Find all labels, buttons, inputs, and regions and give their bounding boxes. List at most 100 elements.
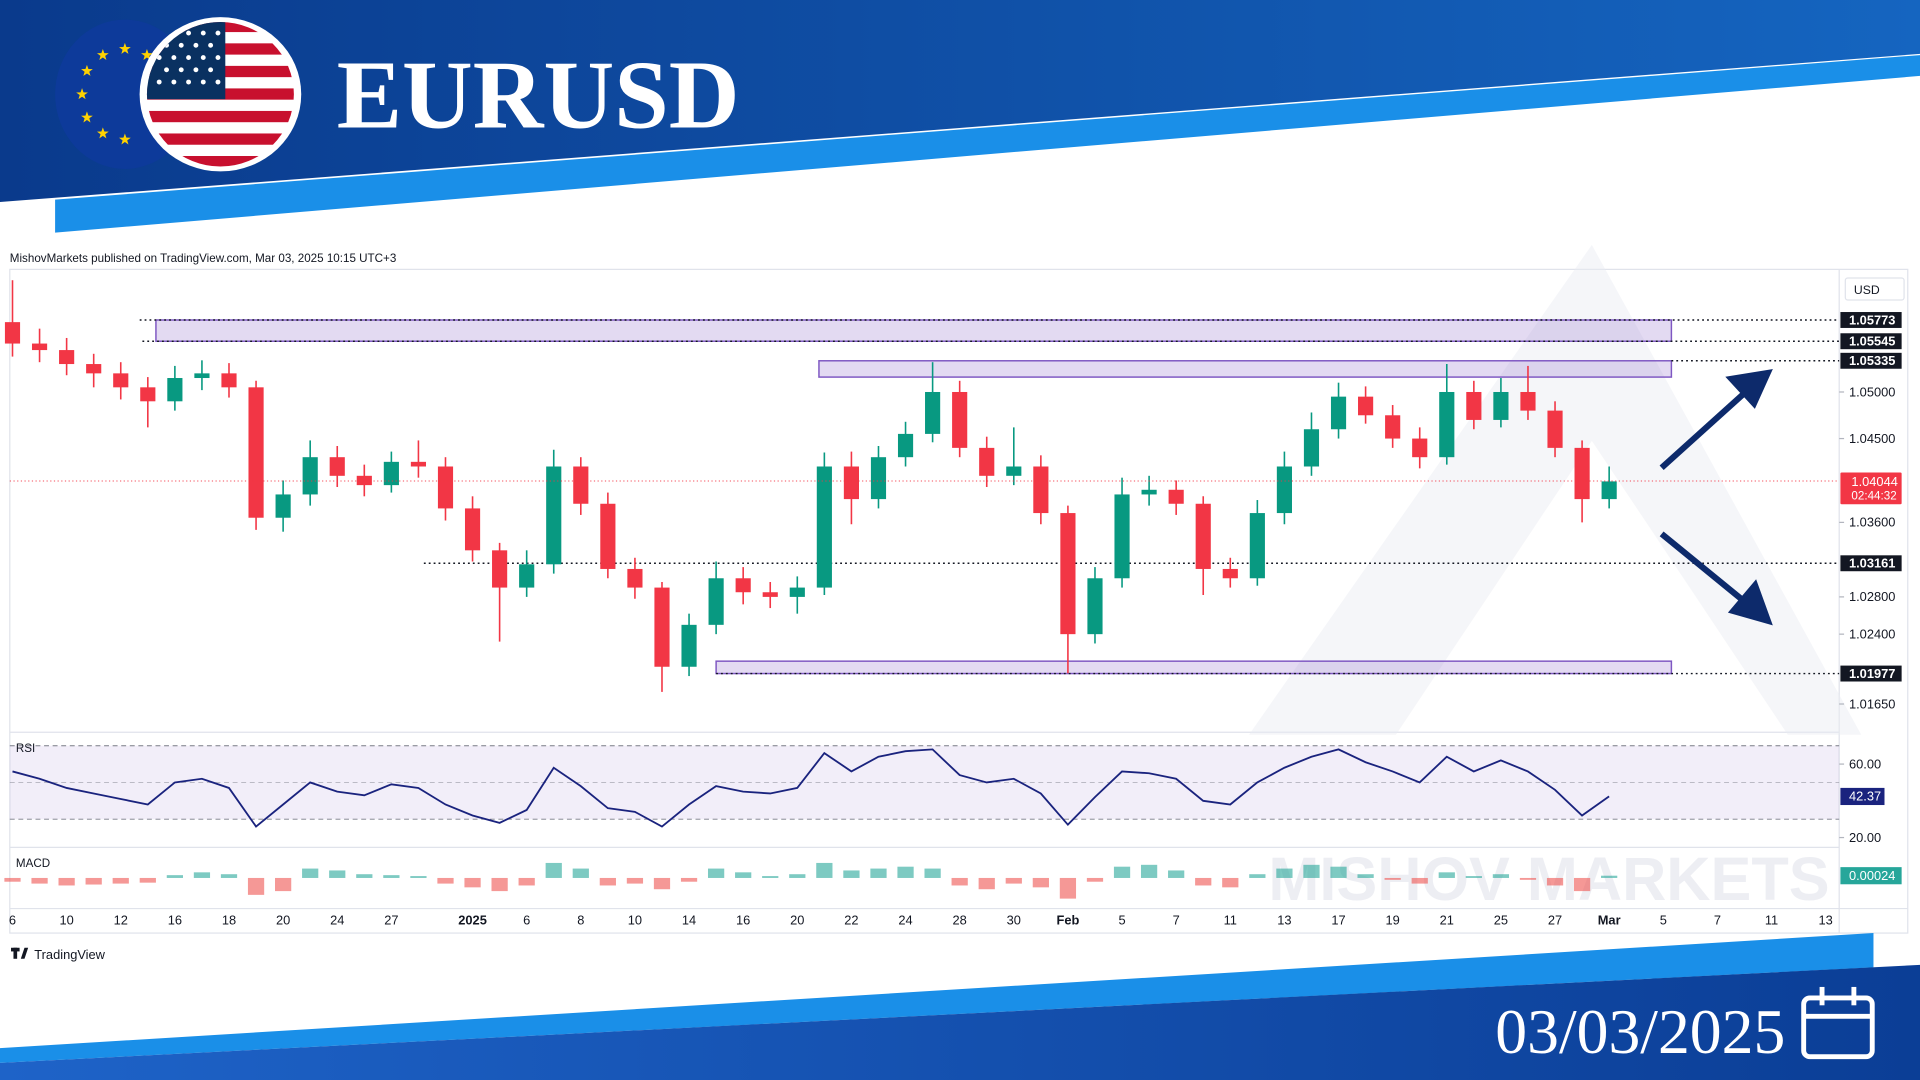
rsi-tick-label: 60.00 — [1849, 756, 1881, 771]
macd-bar — [383, 875, 400, 878]
candle-body — [140, 387, 156, 402]
x-tick-label: 24 — [898, 912, 912, 927]
candle-body — [627, 568, 643, 588]
calendar-icon — [1801, 986, 1875, 1060]
candle-body — [1249, 513, 1265, 579]
countdown: 02:44:32 — [1851, 489, 1896, 502]
x-tick-label: 13 — [1277, 912, 1291, 927]
candle-body — [275, 494, 291, 518]
footer-brand: TradingView — [34, 947, 105, 962]
x-tick-label: 27 — [384, 912, 398, 927]
macd-bar — [1195, 877, 1212, 886]
candle-body — [708, 578, 724, 625]
candle-body — [1195, 503, 1211, 569]
candle-body — [735, 578, 751, 593]
candle-body — [897, 433, 914, 458]
macd-bar — [31, 877, 48, 884]
candle-body — [383, 461, 399, 486]
x-tick-label: 21 — [1440, 912, 1454, 927]
level-label: 1.05773 — [1849, 312, 1895, 327]
macd-bar — [220, 874, 238, 878]
macd-bar — [329, 870, 346, 878]
attribution: MishovMarkets published on TradingView.c… — [10, 252, 397, 265]
candle-body — [546, 466, 562, 565]
x-tick-label: Mar — [1598, 912, 1621, 927]
page-title: EURUSD — [337, 41, 740, 149]
level-label-box — [1840, 312, 1902, 328]
candle-body — [1114, 494, 1130, 579]
candle-body — [113, 373, 129, 388]
x-tick-label: 27 — [1548, 912, 1562, 927]
candle-body — [1141, 489, 1157, 495]
macd-bar — [1384, 877, 1401, 880]
candle-body — [1358, 396, 1374, 416]
current-price: 1.04044 — [1851, 474, 1897, 489]
candle-body — [31, 343, 48, 351]
macd-bar — [1140, 864, 1158, 878]
candle-body — [1303, 429, 1320, 467]
macd-bar — [1573, 877, 1591, 892]
macd-bar — [545, 862, 562, 878]
x-tick-label: 11 — [1224, 912, 1237, 927]
macd-bar — [112, 877, 129, 884]
arrow-up-head — [1725, 369, 1773, 409]
candle-body — [654, 587, 670, 667]
flags — [55, 17, 302, 172]
macd-bar — [978, 877, 995, 890]
level-label: 1.01977 — [1849, 666, 1895, 681]
x-tick-label: 7 — [1173, 912, 1180, 927]
candle-body — [789, 587, 805, 597]
x-tick-label: 24 — [330, 912, 344, 927]
candle-body — [302, 457, 318, 495]
macd-bar — [1357, 874, 1374, 878]
macd-bar — [437, 877, 454, 884]
macd-bar — [302, 868, 319, 878]
candle-body — [167, 378, 183, 402]
macd-bar — [1005, 877, 1022, 884]
x-tick-label: 5 — [1660, 912, 1667, 927]
candle-body — [1385, 415, 1401, 439]
y-tick-label: 1.03600 — [1849, 515, 1895, 530]
macd-bar — [410, 876, 427, 878]
level-label-box — [1840, 665, 1902, 682]
currency-box — [1844, 277, 1905, 301]
macd-bar — [1492, 874, 1510, 878]
rsi-value-box — [1840, 787, 1885, 806]
bottom-stripe — [0, 933, 1874, 1063]
candle-body — [1087, 578, 1103, 635]
candle-body — [519, 564, 535, 588]
macd-bar — [951, 877, 968, 886]
candle-body — [1601, 481, 1617, 500]
macd-bar — [464, 877, 481, 888]
candle-body — [1276, 466, 1292, 514]
candle-body — [681, 624, 697, 667]
plot: 6 10 12 16 18 20 24 27 2025 6 8 10 14 16 20 22 24 28 30 Feb… — [4, 280, 1902, 927]
level-label-box — [1840, 555, 1902, 572]
zone — [818, 360, 1673, 378]
candle-body — [356, 475, 372, 486]
rsi-tick-label: 20.00 — [1849, 830, 1881, 845]
macd-bar — [572, 868, 589, 878]
level-label: 1.05545 — [1849, 334, 1895, 349]
macd-bar — [816, 862, 833, 878]
x-tick-label: 11 — [1765, 912, 1778, 927]
macd-bar — [491, 877, 508, 892]
x-tick-label: 6 — [9, 912, 16, 927]
macd-bar — [870, 868, 887, 878]
candle-body — [1547, 410, 1563, 448]
candle-body — [843, 466, 859, 500]
macd-bar — [1032, 877, 1049, 888]
macd-bar — [4, 877, 21, 882]
macd-bar — [1059, 877, 1077, 899]
x-tick-label: 17 — [1331, 912, 1345, 927]
macd-bar — [1519, 877, 1537, 880]
macd-bar — [680, 877, 698, 882]
candle-body — [1439, 391, 1455, 458]
macd-bar — [247, 877, 265, 895]
currency: USD — [1854, 283, 1880, 297]
candle-body — [979, 447, 995, 476]
y-tick-label: 1.05000 — [1849, 384, 1895, 399]
macd-bar — [924, 868, 941, 878]
level-label: 1.03161 — [1849, 556, 1895, 571]
